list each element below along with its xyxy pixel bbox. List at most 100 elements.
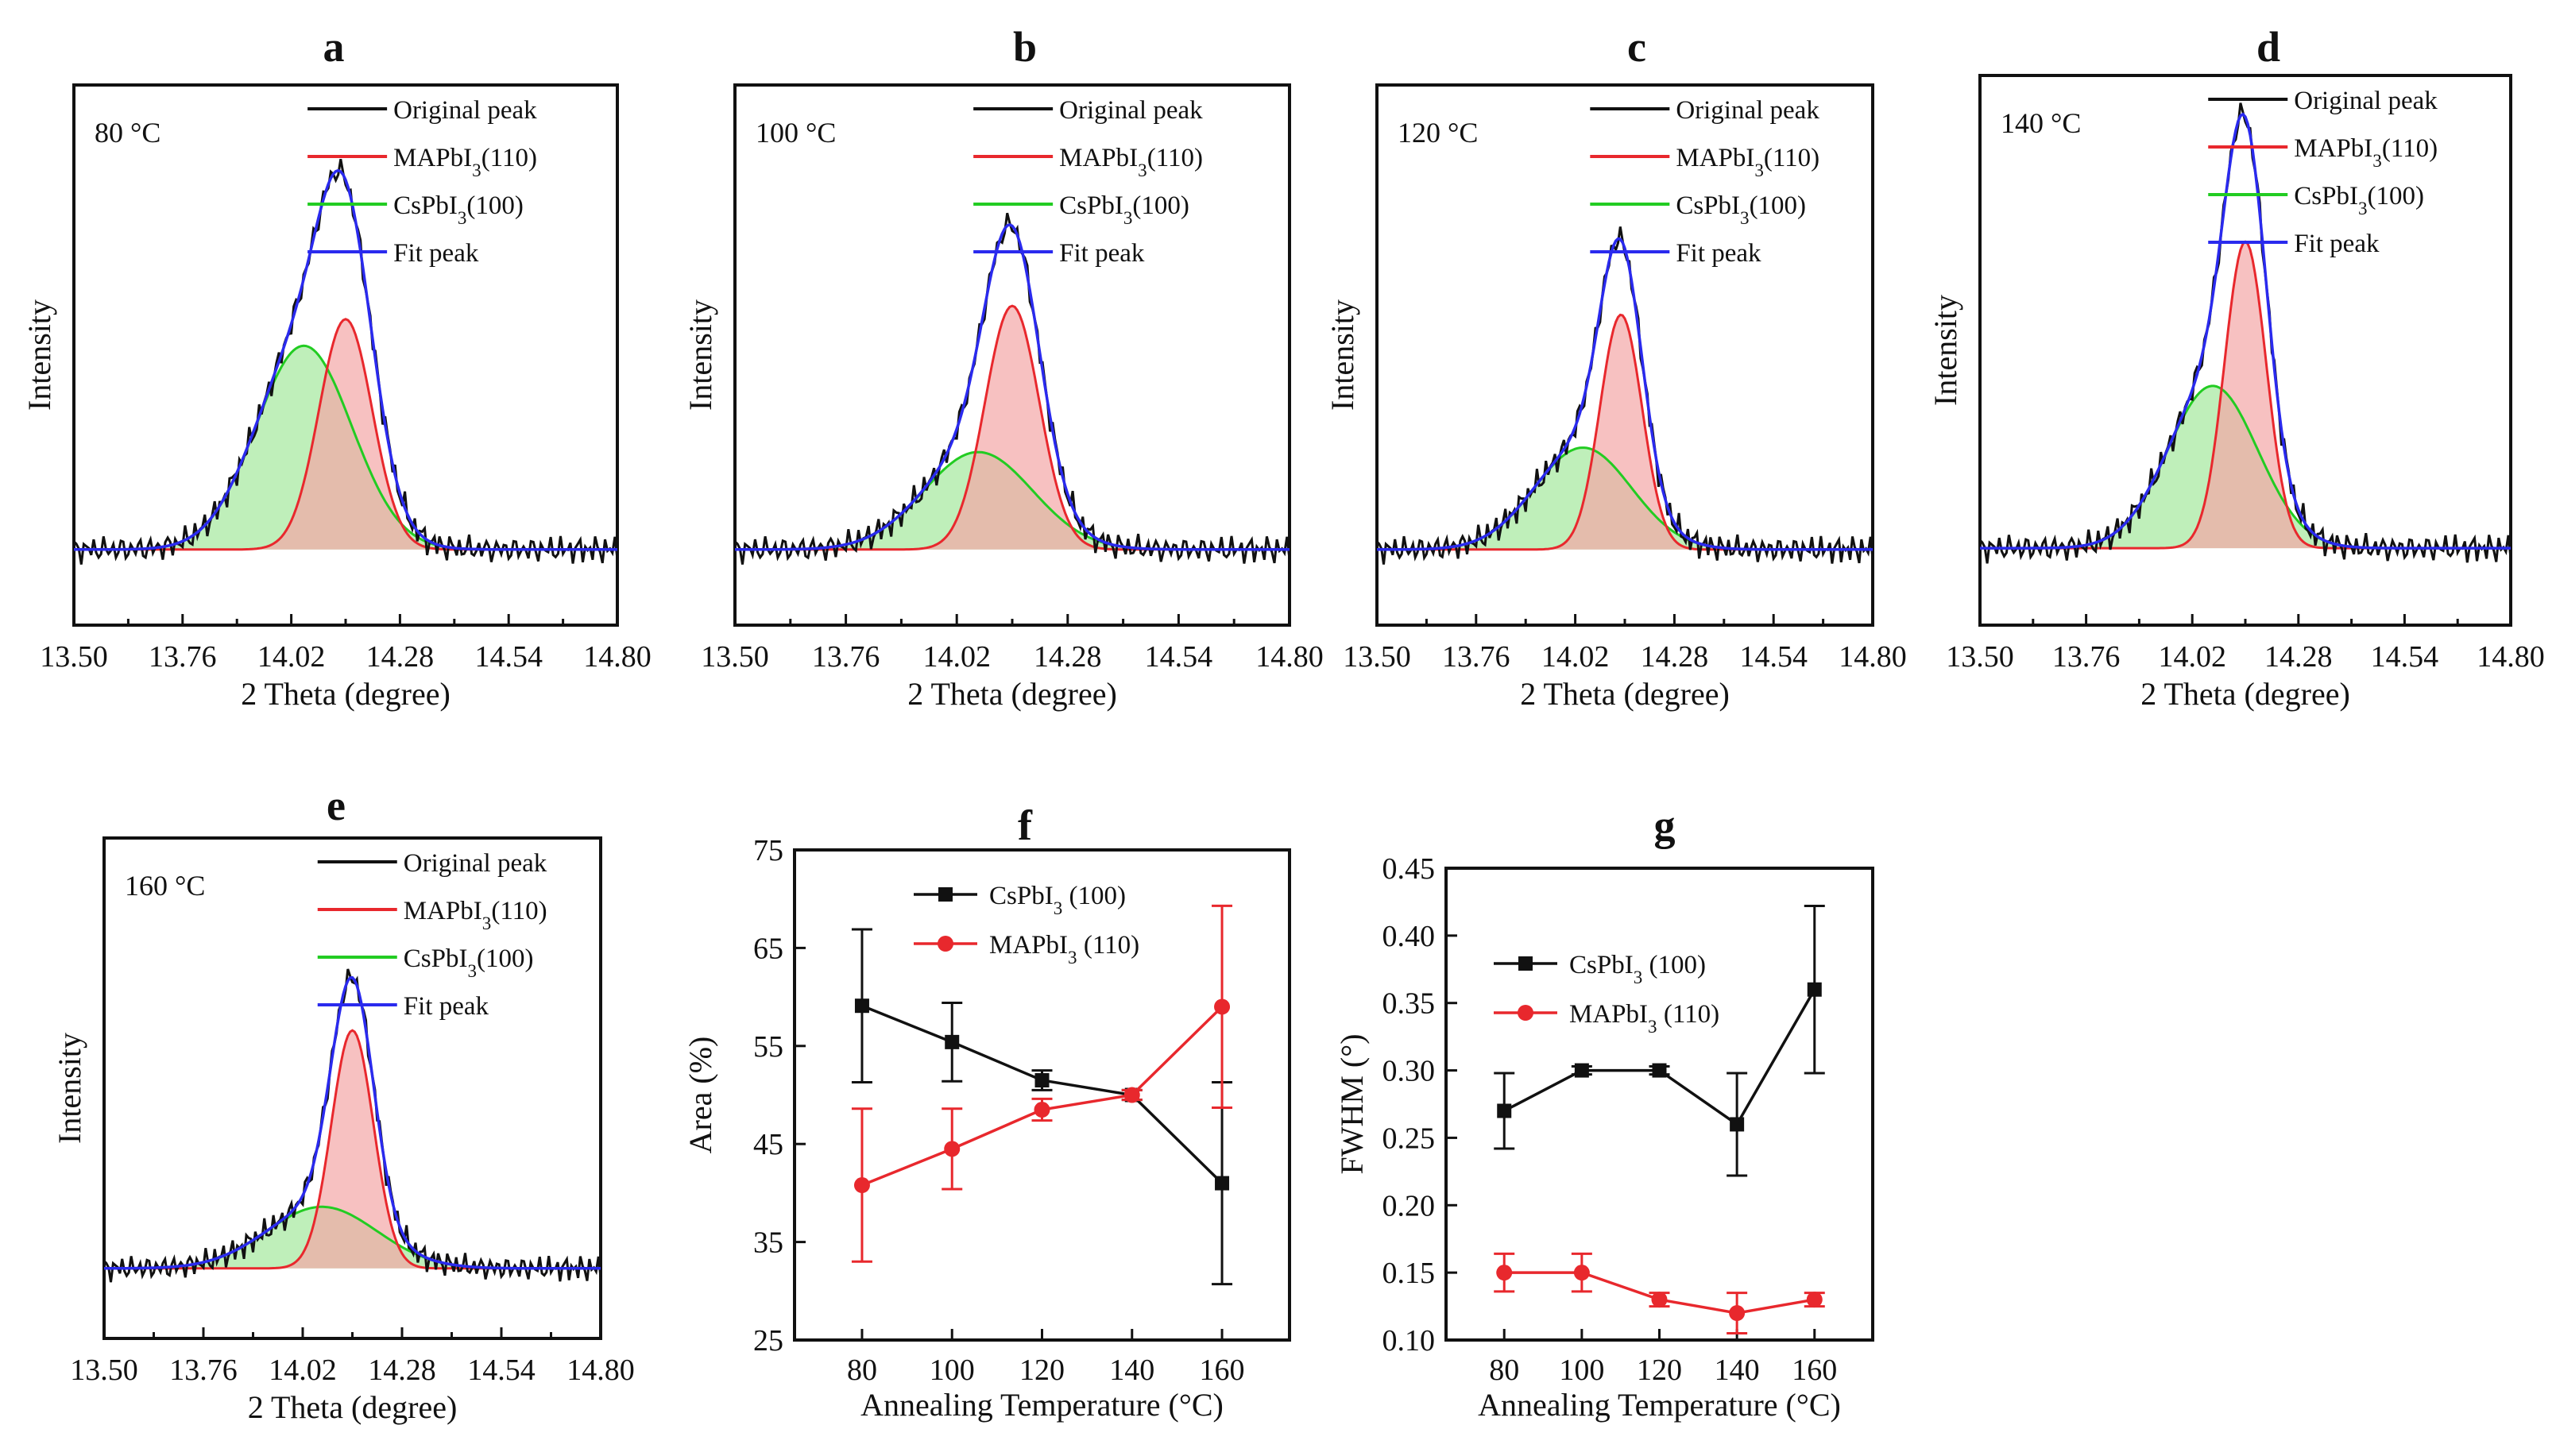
- legend-entry: CsPbI3(100): [1676, 191, 1806, 228]
- x-tick-label: 13.76: [812, 640, 880, 674]
- fit-peak-line: [1980, 112, 2511, 550]
- data-point: [854, 998, 869, 1014]
- x-tick-label: 14.80: [1839, 640, 1907, 674]
- temperature-label: 100 °C: [756, 117, 836, 149]
- x-tick-label: 13.76: [169, 1354, 238, 1387]
- x-tick-label: 14.54: [1739, 640, 1808, 674]
- data-point: [945, 1034, 960, 1049]
- x-tick-label: 14.02: [1541, 640, 1610, 674]
- original-peak-line: [72, 158, 619, 565]
- legend-marker: [938, 936, 953, 952]
- x-tick-label: 160: [1792, 1354, 1837, 1387]
- x-tick-label: 14.28: [368, 1354, 436, 1387]
- legend-entry: Original peak: [1059, 96, 1203, 125]
- x-tick-label: 14.54: [474, 640, 543, 674]
- x-tick-label: 14.54: [1145, 640, 1213, 674]
- original-peak-line: [102, 968, 602, 1283]
- legend-entry: MAPbI3(110): [1059, 144, 1203, 180]
- x-tick-label: 14.80: [2477, 640, 2545, 674]
- original-peak-line: [1978, 102, 2512, 564]
- x-tick-label: 14.54: [467, 1354, 536, 1387]
- x-axis-title: 2 Theta (degree): [907, 676, 1117, 712]
- y-tick-label: 75: [753, 834, 783, 867]
- x-tick-label: 13.76: [2052, 640, 2121, 674]
- x-tick-label: 100: [1559, 1354, 1604, 1387]
- panel-d: d 13.50 13.76 14.02 14.28 14.54 14.80 2 Theta (…: [1928, 23, 2545, 712]
- x-tick-label: 80: [1489, 1354, 1519, 1387]
- x-axis-title: 2 Theta (degree): [1520, 676, 1730, 712]
- x-tick-label: 140: [1109, 1354, 1154, 1387]
- legend-entry: Original peak: [1676, 96, 1819, 125]
- legend-entry: Original peak: [393, 96, 537, 125]
- data-point: [1215, 1176, 1230, 1191]
- panel-e: e 13.50 13.76 14.02 14.28 14.54 14.80 2 Theta (…: [52, 782, 635, 1425]
- data-point: [1034, 1072, 1050, 1087]
- x-tick-label: 14.28: [366, 640, 435, 674]
- y-axis-title: Intensity: [21, 299, 57, 411]
- x-tick-label: 13.76: [149, 640, 217, 674]
- legend-entry: Fit peak: [1676, 239, 1761, 268]
- data-point: [1123, 1087, 1140, 1103]
- legend-entry: MAPbI3 (110): [989, 931, 1139, 967]
- x-tick-label: 14.02: [922, 640, 991, 674]
- y-tick-label: 0.35: [1382, 987, 1436, 1021]
- legend-entry: Fit peak: [2294, 230, 2380, 258]
- x-tick-label: 13.50: [701, 640, 769, 674]
- x-tick-label: 13.50: [70, 1354, 138, 1387]
- legend-marker: [938, 887, 953, 902]
- legend-entry: CsPbI3(100): [404, 944, 534, 981]
- series-line: [861, 1006, 1224, 1187]
- fit-peak-line: [74, 168, 617, 551]
- legend-marker: [1518, 1005, 1533, 1021]
- y-tick-label: 0.15: [1382, 1257, 1436, 1290]
- data-point: [1497, 1103, 1512, 1118]
- legend-entry: CsPbI3 (100): [1569, 951, 1706, 987]
- x-tick-label: 100: [930, 1354, 975, 1387]
- data-point: [1807, 982, 1822, 997]
- legend-entry: Fit peak: [404, 992, 489, 1021]
- x-tick-label: 14.54: [2371, 640, 2439, 674]
- x-tick-label: 14.02: [269, 1354, 337, 1387]
- panel-label: c: [1627, 23, 1646, 71]
- x-tick-label: 13.76: [1442, 640, 1510, 674]
- y-axis-title: Intensity: [683, 299, 718, 411]
- panel-f: f 80 100 120 140 160 25 35 45 55 65 75 Annealing Tem…: [683, 801, 1291, 1423]
- temperature-label: 140 °C: [2001, 107, 2081, 139]
- y-tick-label: 55: [753, 1030, 783, 1064]
- legend-entry: Fit peak: [393, 239, 479, 268]
- original-peak-line: [733, 212, 1291, 565]
- temperature-label: 120 °C: [1398, 117, 1478, 149]
- y-tick-label: 0.20: [1382, 1189, 1436, 1222]
- mapbi-area: [735, 306, 1290, 550]
- legend-marker: [1518, 956, 1533, 971]
- x-tick-label: 14.28: [1641, 640, 1709, 674]
- y-tick-label: 0.30: [1382, 1055, 1436, 1088]
- panel-a: a 13.50 13.76 14.02 14.28 14.54 14.80 2 Theta (…: [21, 23, 652, 712]
- panel-label: d: [2256, 23, 2280, 71]
- legend-entry: MAPbI3(110): [393, 144, 537, 180]
- panel-g: g 80 100 120 140 160 0.10 0.15 0.20 0.25 0.30 0.35 0…: [1334, 801, 1874, 1423]
- y-tick-label: 0.25: [1382, 1122, 1436, 1155]
- x-axis-title: Annealing Temperature (°C): [860, 1387, 1224, 1423]
- legend-entry: CsPbI3 (100): [989, 882, 1126, 918]
- y-tick-label: 35: [753, 1226, 783, 1260]
- x-axis-title: 2 Theta (degree): [2140, 676, 2350, 712]
- x-tick-label: 14.80: [566, 1354, 635, 1387]
- y-tick-label: 65: [753, 932, 783, 965]
- data-point: [1730, 1117, 1745, 1132]
- data-point: [944, 1141, 961, 1157]
- data-point: [1651, 1292, 1668, 1308]
- x-tick-label: 13.50: [40, 640, 108, 674]
- legend-entry: MAPbI3(110): [2294, 134, 2438, 171]
- legend-entry: CsPbI3(100): [1059, 191, 1189, 228]
- mapbi-area: [104, 1030, 601, 1269]
- x-tick-label: 80: [847, 1354, 877, 1387]
- x-tick-label: 14.02: [257, 640, 326, 674]
- legend-entry: Original peak: [2294, 87, 2438, 115]
- x-tick-label: 140: [1715, 1354, 1760, 1387]
- y-axis-title: Intensity: [1324, 299, 1360, 411]
- x-axis-title: Annealing Temperature (°C): [1478, 1387, 1841, 1423]
- data-point: [1574, 1063, 1589, 1078]
- y-tick-label: 0.10: [1382, 1324, 1436, 1358]
